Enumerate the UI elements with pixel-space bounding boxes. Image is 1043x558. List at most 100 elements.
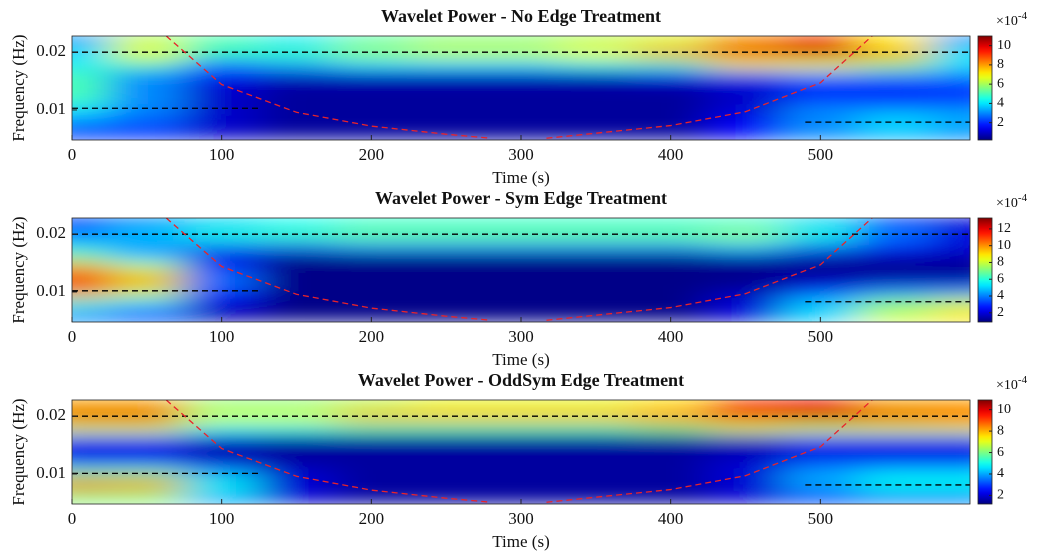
heat-cell (633, 92, 710, 106)
heat-cell (708, 251, 784, 265)
heat-cell (483, 479, 560, 493)
heat-cell (408, 468, 485, 481)
heat-cell (857, 218, 934, 230)
heat-cell (483, 433, 560, 447)
heat-cell (483, 286, 560, 299)
heat-cell (633, 456, 710, 470)
heat-cell (633, 286, 710, 299)
heat-cell (259, 115, 335, 129)
x-axis-label: Time (s) (492, 168, 549, 187)
heat-cell (633, 46, 710, 59)
heat-cell (857, 92, 934, 106)
colorbar (977, 217, 993, 323)
heat-cell (633, 69, 710, 83)
heat-cell (932, 274, 970, 288)
heat-cell (333, 286, 410, 299)
heat-cell (708, 468, 784, 481)
heat-cell (782, 479, 859, 493)
heat-cell (558, 81, 635, 94)
heat-cell (259, 218, 335, 230)
heat-cell (708, 433, 784, 447)
heat-cell (558, 251, 635, 265)
heat-cell (72, 491, 111, 504)
heat-cell (633, 36, 710, 48)
heat-cell (483, 309, 560, 322)
x-tick-label: 400 (658, 145, 684, 164)
heat-cell (558, 92, 635, 106)
heat-cell (72, 218, 111, 230)
heat-cell (857, 69, 934, 83)
heat-cell (782, 274, 859, 288)
y-tick-label: 0.01 (36, 99, 66, 118)
heat-cell (259, 92, 335, 106)
heat-cell (109, 400, 186, 412)
heat-cell (932, 92, 970, 106)
x-tick-label: 500 (808, 509, 834, 528)
heat-cell (72, 433, 111, 447)
heat-cell (72, 410, 111, 423)
heat-cell (633, 421, 710, 435)
heat-cell (109, 251, 186, 265)
heat-cell (72, 421, 111, 435)
heat-cell (633, 433, 710, 447)
heat-cell (633, 239, 710, 253)
heat-cell (932, 433, 970, 447)
heat-cell (782, 92, 859, 106)
x-tick-label: 100 (209, 327, 235, 346)
heat-cell (333, 479, 410, 493)
heat-cell (633, 297, 710, 311)
heat-cell (184, 69, 261, 83)
heat-cell (633, 479, 710, 493)
heat-cell (633, 127, 710, 140)
colorbar-exponent: ×10-4 (996, 374, 1028, 394)
heatmap (72, 218, 970, 322)
heat-cell (857, 468, 934, 481)
heat-cell (708, 456, 784, 470)
heat-cell (857, 286, 934, 299)
heat-cell (483, 274, 560, 288)
heat-cell (408, 81, 485, 94)
heat-cell (72, 228, 111, 241)
heat-cell (708, 92, 784, 106)
heat-cell (857, 297, 934, 311)
heat-cell (932, 127, 970, 140)
cone-of-influence (165, 36, 874, 139)
heat-cell (333, 445, 410, 458)
heat-cell (109, 309, 186, 322)
heat-cell (857, 104, 934, 117)
heat-cell (184, 218, 261, 230)
heat-cell (109, 218, 186, 230)
heat-cell (184, 251, 261, 265)
heat-cell (558, 239, 635, 253)
heat-cell (408, 36, 485, 48)
heat-cell (633, 410, 710, 423)
heat-cell (782, 297, 859, 311)
heat-cell (483, 445, 560, 458)
heat-cell (72, 456, 111, 470)
heat-cell (408, 218, 485, 230)
heat-cell (633, 104, 710, 117)
heat-cell (109, 57, 186, 71)
heat-cell (782, 456, 859, 470)
heat-cell (184, 400, 261, 412)
heat-cell (782, 228, 859, 241)
heat-cell (708, 479, 784, 493)
heat-cell (184, 421, 261, 435)
heat-cell (333, 127, 410, 140)
heat-cell (932, 468, 970, 481)
heat-cell (72, 400, 111, 412)
heat-cell (483, 263, 560, 276)
colorbar-tick-label: 2 (997, 305, 1004, 320)
heat-cell (708, 400, 784, 412)
heat-cell (782, 400, 859, 412)
colorbar-exponent: ×10-4 (996, 192, 1028, 212)
heat-cell (408, 239, 485, 253)
heat-cell (483, 92, 560, 106)
heat-cell (782, 127, 859, 140)
heat-cell (259, 456, 335, 470)
heat-cell (72, 92, 111, 106)
heat-cell (857, 309, 934, 322)
heat-cell (333, 46, 410, 59)
heat-cell (72, 81, 111, 94)
heat-cell (408, 251, 485, 265)
